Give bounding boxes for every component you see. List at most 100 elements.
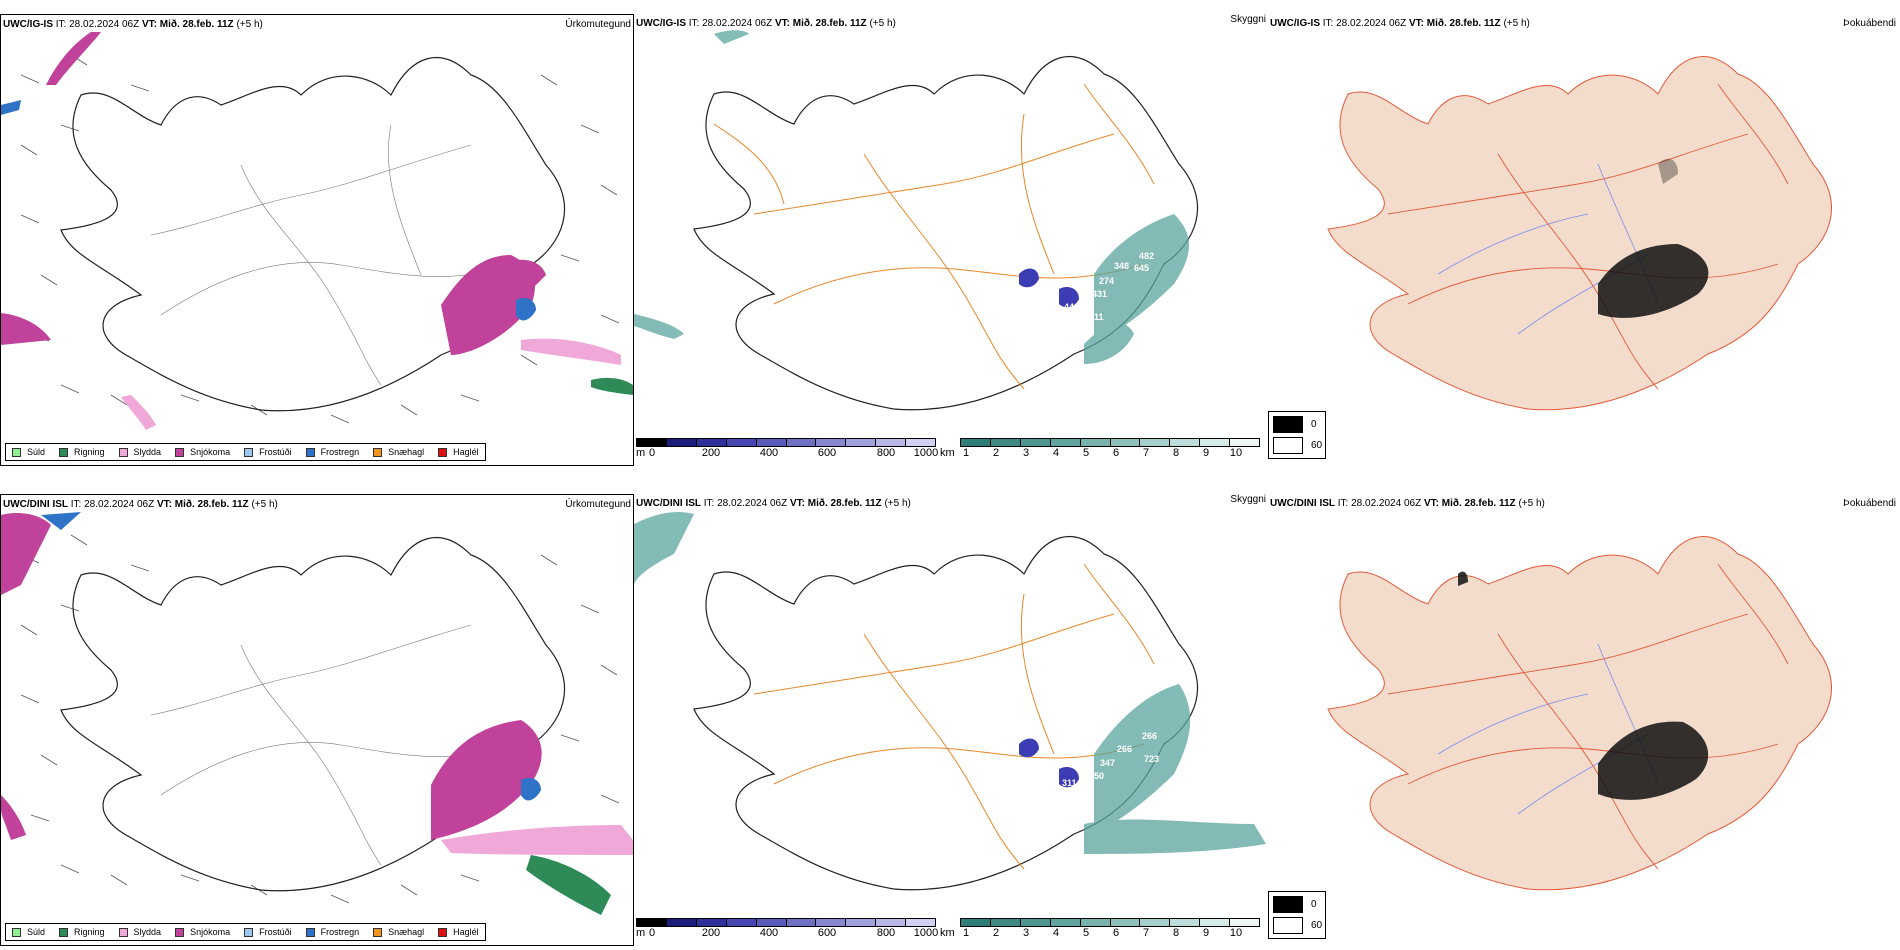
fog-legend: 0 60 [1268,891,1326,939]
sleet-areas [441,825,633,855]
legend-item-sudl: Súld [12,927,45,937]
ceiling-scale: m 0 200 400 600 800 1000 [636,438,939,459]
ceiling-label: 266 [1142,731,1157,741]
low-visibility-areas [634,30,1189,364]
legend-swatch [373,447,383,457]
legend-swatch [305,927,315,937]
ceiling-unit: m [636,447,646,459]
visibility-scale-colors [960,918,1260,927]
ceiling-scale-ticks: m 0 200 400 600 800 1000 [636,927,939,939]
legend-item-snaehagl: Snæhagl [373,447,424,457]
legend-swatch [175,927,185,937]
visibility-panel-top: UWC/IG-IS IT: 28.02.2024 06Z VT: Mið. 28… [634,14,1268,466]
fog-areas [1598,158,1709,318]
roads [713,83,1155,390]
legend-item-sudl: Súld [12,447,45,457]
panel-header: UWC/IG-IS IT: 28.02.2024 06Z VT: Mið. 28… [636,18,896,29]
fog-legend-row: 60 [1273,437,1322,454]
rain-areas [526,855,611,915]
legend-swatch [59,927,69,937]
roads [753,563,1155,870]
panel-header: UWC/DINI ISL IT: 28.02.2024 06Z VT: Mið.… [636,498,911,509]
iceland-outline [693,56,1198,411]
visibility-panel-bottom: UWC/DINI ISL IT: 28.02.2024 06Z VT: Mið.… [634,494,1268,946]
legend-item-snaehagl: Snæhagl [373,927,424,937]
visibility-scale-ticks: km 1 2 3 4 5 6 7 8 9 10 [940,927,1243,939]
panel-title: Skyggni [1230,494,1266,505]
legend-swatch [59,447,69,457]
ceiling-label: 431 [1092,289,1107,299]
low-visibility-areas [634,512,1266,854]
panel-header: UWC/DINI ISL IT: 28.02.2024 06Z VT: Mið.… [1270,498,1545,509]
ceiling-scale: m 0 200 400 600 800 1000 [636,918,939,939]
legend-item-frostudi: Frostúði [244,927,292,937]
visibility-map: 266 266 723 347 550 311 571 [634,512,1266,891]
panel-header: UWC/IG-IS IT: 28.02.2024 06Z VT: Mið. 28… [3,19,263,30]
snow-areas [1,513,542,840]
legend-swatch [305,447,315,457]
ceiling-label: 482 [1139,251,1154,261]
legend-swatch [118,927,128,937]
sleet-areas [121,338,621,430]
fog-panel-top: UWC/IG-IS IT: 28.02.2024 06Z VT: Mið. 28… [1268,14,1900,466]
ceiling-scale-colors [636,438,936,447]
rain-areas [591,377,633,395]
iceland-outline [693,536,1198,891]
fog-areas [1458,571,1709,800]
roads-rivers [150,124,512,386]
legend-item-snjokoma: Snjókoma [175,447,230,457]
precip-map [1,512,633,915]
legend-swatch [244,447,254,457]
visibility-scale: km 1 2 3 4 5 6 7 8 9 10 [940,438,1260,459]
ceiling-labels: 266 266 723 347 550 311 571 [1062,731,1159,812]
ceiling-label: 444 [1064,302,1079,312]
legend-item-slydda: Slydda [118,927,161,937]
fog-legend-row: 0 [1273,896,1317,913]
visibility-scale-colors [960,438,1260,447]
ceiling-label: 347 [1100,758,1115,768]
ceiling-scale-ticks: m 0 200 400 600 800 1000 [636,447,939,459]
legend-swatch [373,927,383,937]
ceiling-label: 230 [1064,326,1079,336]
panel-title: Skyggni [1230,14,1266,25]
panel-title: Þokuábendi [1843,18,1896,29]
iceland-land [1327,536,1832,891]
panel-title: Úrkomutegund [565,19,631,30]
fog-panel-bottom: UWC/DINI ISL IT: 28.02.2024 06Z VT: Mið.… [1268,494,1900,946]
roads [1387,563,1789,870]
panel-header: UWC/IG-IS IT: 28.02.2024 06Z VT: Mið. 28… [1270,18,1530,29]
ceiling-label: 311 [1089,312,1104,322]
legend-item-snjokoma: Snjókoma [175,927,230,937]
precip-map [1,32,633,430]
visibility-unit: km [940,927,955,939]
fog-legend-row: 60 [1273,917,1322,934]
iceland-land [1327,56,1832,411]
legend-item-rigning: Rigning [59,447,105,457]
legend-swatch [12,447,21,457]
legend-item-frostregn: Frostregn [305,447,359,457]
low-ceiling-areas [1019,268,1079,308]
ceiling-label: 348 [1114,261,1129,271]
iceland-outline [60,57,565,412]
legend-item-haglel: Haglél [438,927,479,937]
panel-title: Úrkomutegund [565,499,631,510]
ceiling-label: 266 [1117,744,1132,754]
precip-legend: Súld Rigning Slydda Snjókoma Frostúði Fr… [5,443,486,461]
visibility-scale-ticks: km 1 2 3 4 5 6 7 8 9 10 [940,447,1243,459]
legend-item-frostregn: Frostregn [305,927,359,937]
panel-header: UWC/DINI ISL IT: 28.02.2024 06Z VT: Mið.… [3,499,278,510]
legend-swatch [118,447,128,457]
precip-type-panel-bottom: UWC/DINI ISL IT: 28.02.2024 06Z VT: Mið.… [0,494,634,946]
legend-item-slydda: Slydda [118,447,161,457]
snow-areas [1,32,546,355]
legend-item-rigning: Rigning [59,927,105,937]
legend-swatch [438,447,448,457]
visibility-unit: km [940,447,955,459]
fog-legend: 0 60 [1268,411,1326,459]
legend-swatch [244,927,254,937]
fog-map [1327,56,1832,411]
ceiling-label: 274 [1099,276,1114,286]
low-ceiling-areas [1019,738,1079,788]
ceiling-label: 571 [1062,802,1077,812]
freezing-rain-areas [1,100,536,321]
